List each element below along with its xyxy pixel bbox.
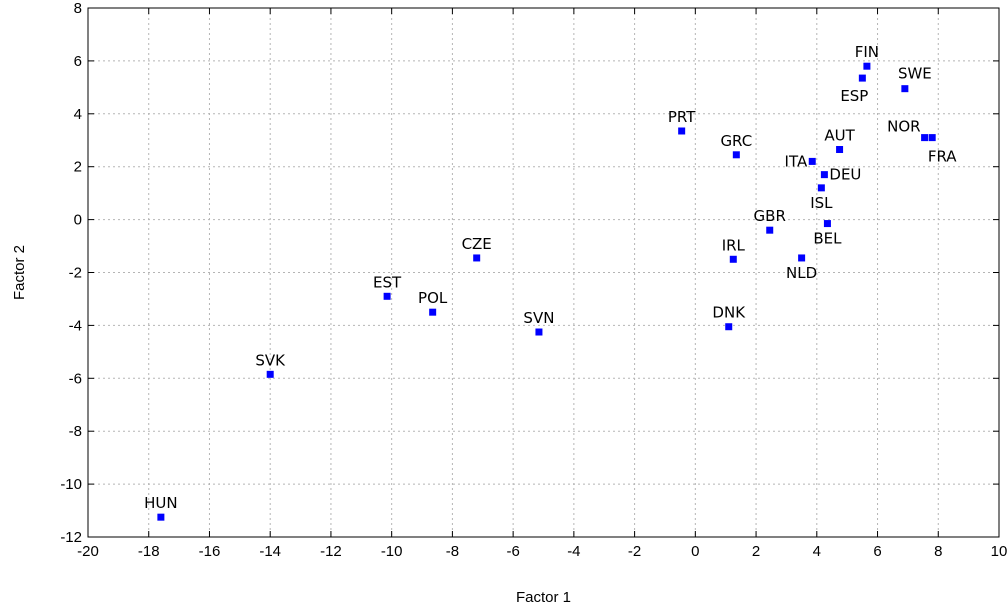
- y-axis-title: Factor 2: [11, 245, 28, 300]
- data-point-aut: [836, 146, 844, 154]
- x-tick-label: -6: [506, 543, 519, 560]
- y-tick-label: -2: [69, 265, 82, 282]
- x-tick-label: 8: [934, 543, 942, 560]
- point-label-est: EST: [373, 273, 402, 291]
- grid-lines: [88, 8, 999, 537]
- data-point-ita: [808, 157, 816, 165]
- point-label-nld: NLD: [786, 264, 817, 282]
- data-point-grc: [732, 151, 740, 159]
- point-label-hun: HUN: [144, 494, 177, 512]
- point-label-svk: SVK: [255, 351, 286, 369]
- point-label-aut: AUT: [824, 127, 855, 145]
- x-tick-label: 10: [991, 543, 1007, 560]
- data-point-swe: [901, 85, 909, 93]
- point-label-swe: SWE: [898, 65, 932, 83]
- data-point-isl: [817, 184, 825, 192]
- y-tick-label: 6: [74, 53, 82, 70]
- data-point-prt: [678, 127, 686, 135]
- y-tick-label: 8: [74, 0, 82, 17]
- x-tick-label: -12: [320, 543, 342, 560]
- point-label-ita: ITA: [785, 152, 808, 170]
- x-tick-label: -16: [199, 543, 221, 560]
- x-tick-label: -20: [77, 543, 99, 560]
- point-label-gbr: GBR: [754, 207, 786, 225]
- point-label-pol: POL: [418, 289, 448, 307]
- point-label-svn: SVN: [523, 309, 554, 327]
- point-label-grc: GRC: [720, 132, 752, 150]
- data-point-svn: [535, 328, 543, 336]
- x-tick-label: 0: [691, 543, 699, 560]
- data-point-esp: [858, 74, 866, 82]
- data-point-fra: [928, 134, 936, 142]
- data-point-est: [383, 292, 391, 300]
- y-tick-label: 0: [74, 212, 82, 229]
- data-point-deu: [820, 171, 828, 179]
- point-label-esp: ESP: [840, 87, 868, 105]
- data-point-nld: [798, 254, 806, 262]
- x-tick-label: -4: [567, 543, 580, 560]
- data-point-pol: [429, 308, 437, 316]
- data-points: [157, 62, 936, 521]
- y-tick-label: 4: [74, 106, 82, 123]
- data-point-fin: [863, 62, 871, 70]
- x-tick-label: -18: [138, 543, 160, 560]
- y-tick-label: -10: [60, 476, 82, 493]
- point-label-deu: DEU: [829, 166, 861, 184]
- y-tick-label: -12: [60, 529, 82, 546]
- x-axis-title: Factor 1: [516, 589, 571, 606]
- y-tick-label: -6: [69, 370, 82, 387]
- y-tick-label: -4: [69, 317, 82, 334]
- x-tick-label: -8: [446, 543, 459, 560]
- point-label-prt: PRT: [668, 108, 696, 126]
- data-point-gbr: [766, 226, 774, 234]
- y-tick-label: -8: [69, 423, 82, 440]
- point-label-isl: ISL: [810, 194, 833, 212]
- x-tick-label: 2: [752, 543, 760, 560]
- y-tick-labels: -12 -10 -8 -6 -4 -2 0 2 4 6 8: [60, 0, 82, 546]
- data-point-hun: [157, 513, 165, 521]
- x-tick-labels: -20 -18 -16 -14 -12 -10 -8 -6 -4 -2 0 2 4 6 8 10: [77, 543, 1007, 560]
- x-tick-label: 6: [873, 543, 881, 560]
- data-point-dnk: [725, 323, 733, 331]
- x-tick-label: -14: [259, 543, 281, 560]
- y-tick-label: 2: [74, 159, 82, 176]
- x-tick-label: -2: [628, 543, 641, 560]
- x-tick-label: -10: [381, 543, 403, 560]
- point-label-fra: FRA: [928, 148, 957, 166]
- point-label-cze: CZE: [462, 235, 492, 253]
- point-label-nor: NOR: [887, 118, 920, 136]
- data-point-bel: [823, 220, 831, 228]
- point-label-fin: FIN: [855, 43, 879, 61]
- point-label-dnk: DNK: [712, 304, 746, 322]
- data-point-irl: [729, 255, 737, 263]
- point-label-bel: BEL: [813, 230, 842, 248]
- x-tick-label: 4: [813, 543, 821, 560]
- data-point-nor: [921, 134, 929, 142]
- data-point-svk: [266, 370, 274, 378]
- data-point-cze: [473, 254, 481, 262]
- point-labels: FIN SWE ESP PRT NOR FRA AUT GRC ITA DEU ISL BEL GBR N…: [144, 43, 957, 512]
- axis-ticks: [87, 7, 1000, 538]
- point-label-irl: IRL: [722, 236, 746, 254]
